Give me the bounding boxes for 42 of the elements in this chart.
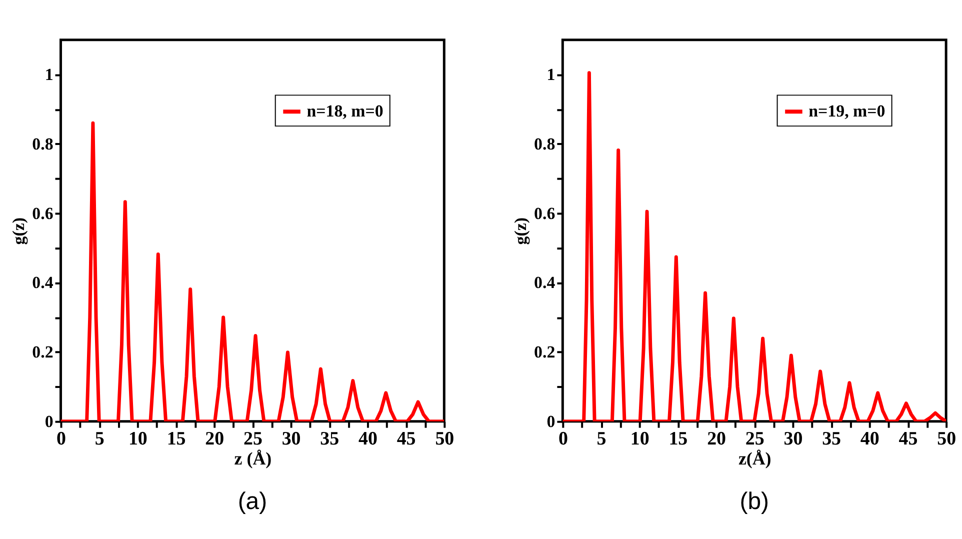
y-tick-label: 0.6 bbox=[32, 204, 54, 223]
x-tick-label: 50 bbox=[937, 428, 956, 450]
legend-label: n=18, m=0 bbox=[306, 102, 384, 121]
x-tick-label: 10 bbox=[630, 428, 650, 450]
y-tick-label: 0.6 bbox=[534, 204, 556, 223]
x-tick-label: 20 bbox=[205, 428, 224, 450]
x-tick-label: 30 bbox=[784, 428, 803, 450]
x-tick-label: 15 bbox=[668, 428, 688, 450]
y-axis-title: g(z) bbox=[511, 218, 530, 245]
x-tick-label: 35 bbox=[320, 428, 340, 450]
x-tick-label: 40 bbox=[860, 428, 880, 450]
x-tick-label: 10 bbox=[128, 428, 148, 450]
x-axis-title: z(Å) bbox=[738, 448, 772, 469]
x-tick-label: 35 bbox=[822, 428, 841, 450]
x-tick-label: 50 bbox=[435, 428, 454, 450]
x-tick-label: 20 bbox=[707, 428, 726, 450]
x-tick-label: 25 bbox=[243, 428, 262, 450]
x-tick-label: 5 bbox=[596, 428, 606, 450]
y-tick-label: 0 bbox=[44, 412, 54, 431]
y-tick-label: 0.4 bbox=[32, 273, 54, 292]
x-tick-label: 40 bbox=[358, 428, 378, 450]
text: (a) bbox=[238, 488, 268, 515]
y-tick-label: 1 bbox=[44, 65, 54, 84]
y-tick-label: 0.8 bbox=[32, 134, 54, 154]
y-tick-label: 0.4 bbox=[534, 273, 556, 292]
text: (b) bbox=[740, 488, 769, 515]
x-tick-label: 45 bbox=[396, 428, 416, 450]
y-tick-label: 1 bbox=[546, 65, 556, 84]
x-tick-label: 15 bbox=[166, 428, 186, 450]
y-tick-label: 0 bbox=[546, 412, 556, 431]
x-tick-label: 45 bbox=[898, 428, 918, 450]
legend-label: n=19, m=0 bbox=[808, 102, 886, 121]
y-tick-label: 0.2 bbox=[32, 342, 54, 362]
x-tick-label: 30 bbox=[282, 428, 301, 450]
x-tick-label: 25 bbox=[745, 428, 764, 450]
y-tick-label: 0.8 bbox=[534, 134, 556, 154]
x-axis-title: z (Å) bbox=[234, 448, 272, 469]
y-axis-title: g(z) bbox=[9, 218, 28, 245]
x-tick-label: 5 bbox=[94, 428, 104, 450]
line-series bbox=[562, 71, 946, 422]
line-series bbox=[60, 121, 444, 422]
y-tick-label: 0.2 bbox=[534, 342, 556, 362]
